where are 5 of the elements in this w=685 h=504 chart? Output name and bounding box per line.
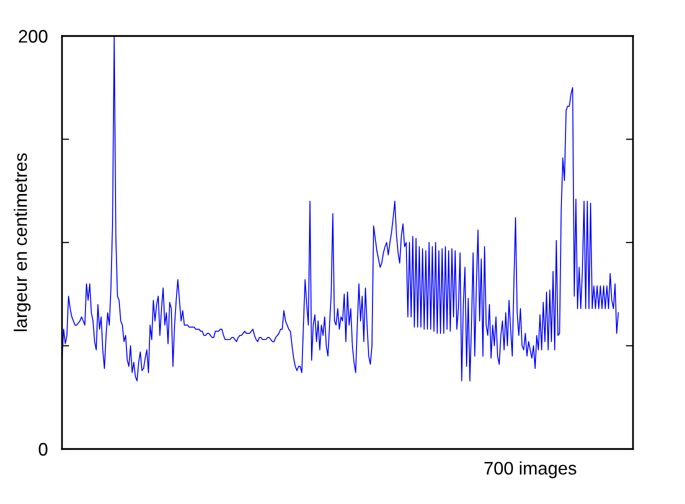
- line-series: [62, 36, 619, 382]
- x-axis-title: 700 images: [484, 461, 576, 478]
- y-tick-label: 200: [18, 30, 48, 43]
- y-tick-label: 0: [38, 442, 48, 456]
- y-axis-title: largeur en centimetres: [14, 153, 31, 332]
